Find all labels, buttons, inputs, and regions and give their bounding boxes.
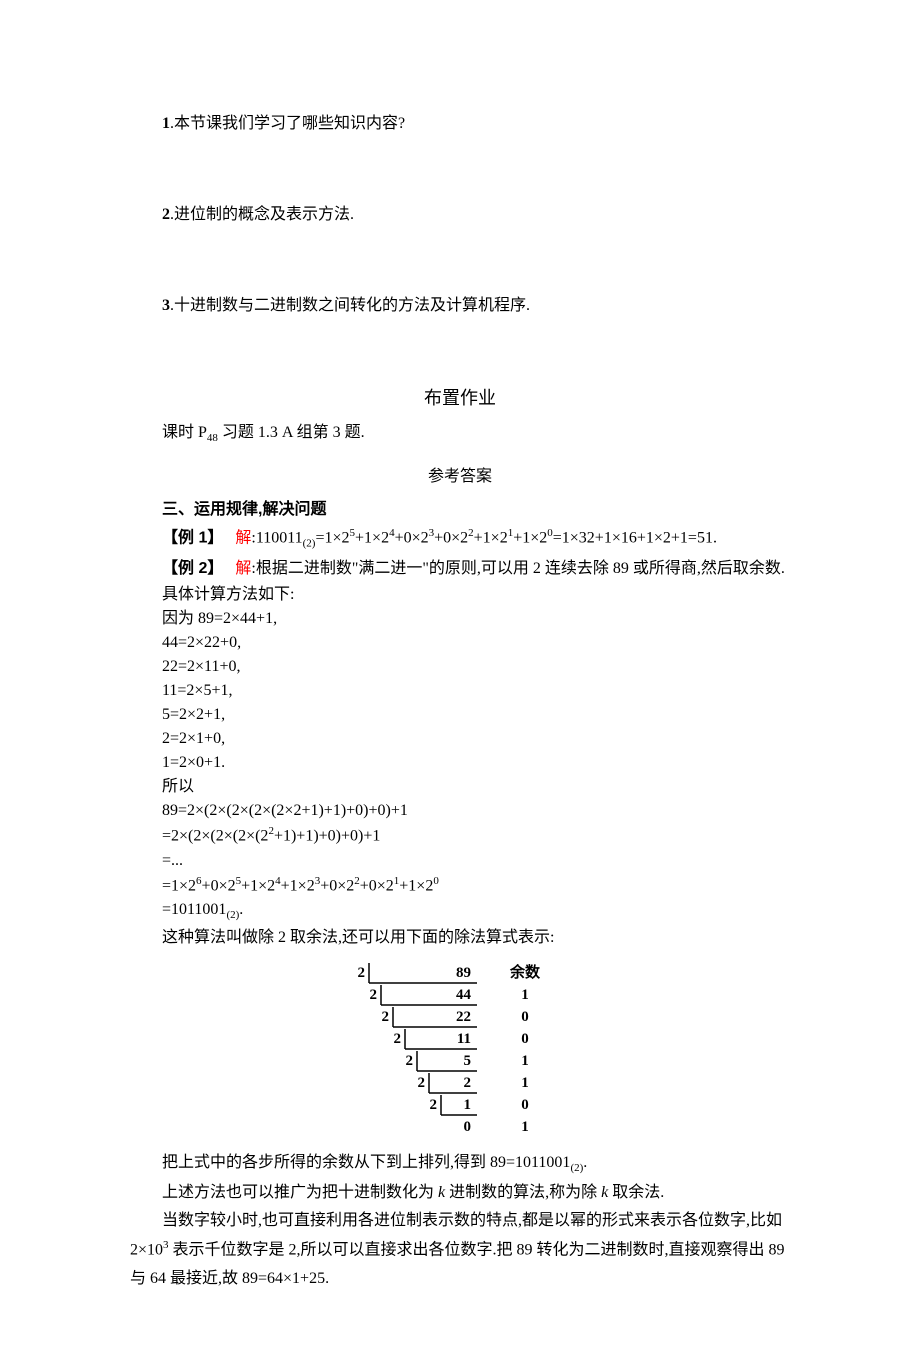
cl3-post: 表示千位数字是 2,所以可以直接求出各位数字.把 89 转化为二进制数时,直接观… bbox=[130, 1242, 785, 1288]
example1-label: 【例 1】 bbox=[162, 530, 223, 547]
result-line-2: =2×(2×(2×(2×(22+1)+1)+0)+0)+1 bbox=[130, 823, 790, 848]
q1-text: .本节课我们学习了哪些知识内容? bbox=[170, 115, 405, 132]
ex1-p3: +1×2 bbox=[355, 530, 389, 547]
homework-text: 课时 P48 习题 1.3 A 组第 3 题. bbox=[130, 419, 790, 449]
rl4-p2: +0×2 bbox=[202, 877, 236, 894]
q1-number: 1 bbox=[162, 115, 170, 132]
division-diagram: 2 89 余数 2 44 1 2 22 0 2 11 0 2 5 1 2 2 1… bbox=[345, 961, 575, 1141]
q3-text: .十进制数与二进制数之间转化的方法及计算机程序. bbox=[170, 297, 530, 314]
rl4-p5: +0×2 bbox=[320, 877, 354, 894]
question-3: 3.十进制数与二进制数之间转化的方法及计算机程序. bbox=[130, 292, 790, 321]
calc-line-6: 1=2×0+1. bbox=[130, 751, 790, 775]
ex1-p7: +1×2 bbox=[513, 530, 547, 547]
div-r1: 1 bbox=[521, 987, 529, 1003]
rl4-s0: 0 bbox=[433, 875, 439, 887]
ex1-p8: =1×32+1×16+1×2+1=51. bbox=[553, 530, 717, 547]
div-d5: 2 bbox=[418, 1075, 426, 1091]
calc-line-1: 44=2×22+0, bbox=[130, 631, 790, 655]
div-d1: 2 bbox=[370, 987, 378, 1003]
q3-number: 3 bbox=[162, 297, 170, 314]
homework-sub: 48 bbox=[207, 432, 218, 444]
cl1-sub: (2) bbox=[570, 1162, 583, 1174]
div-v7: 0 bbox=[464, 1119, 472, 1135]
div-d4: 2 bbox=[406, 1053, 414, 1069]
cl2-post: 取余法. bbox=[608, 1184, 664, 1201]
div-d6: 2 bbox=[430, 1097, 438, 1113]
algo-name: 这种算法叫做除 2 取余法,还可以用下面的除法算式表示: bbox=[130, 924, 790, 953]
div-r6: 0 bbox=[521, 1097, 529, 1113]
div-v5: 2 bbox=[464, 1075, 472, 1091]
rl4-p1: =1×2 bbox=[162, 877, 196, 894]
closing-line-1: 把上式中的各步所得的余数从下到上排列,得到 89=1011001(2). bbox=[130, 1149, 790, 1179]
div-r5: 1 bbox=[521, 1075, 529, 1091]
calc-line-7: 所以 bbox=[130, 775, 790, 799]
calc-line-3: 11=2×5+1, bbox=[130, 679, 790, 703]
rl4-p4: +1×2 bbox=[281, 877, 315, 894]
rl2-pre: =2×(2×(2×(2×(2 bbox=[162, 828, 268, 845]
example2-jie: 解 bbox=[235, 560, 251, 577]
rl4-p7: +1×2 bbox=[399, 877, 433, 894]
rl5-sub: (2) bbox=[226, 909, 239, 921]
cl1-post: . bbox=[583, 1154, 587, 1171]
div-r3: 0 bbox=[521, 1031, 529, 1047]
section3-title: 三、运用规律,解决问题 bbox=[130, 496, 790, 525]
div-r4: 1 bbox=[521, 1053, 529, 1069]
calc-line-5: 2=2×1+0, bbox=[130, 727, 790, 751]
div-r7: 1 bbox=[521, 1119, 529, 1135]
example2-intro: 【例 2】 解:根据二进制数"满二进一"的原则,可以用 2 连续去除 89 或所… bbox=[130, 555, 790, 584]
calc-line-0: 因为 89=2×44+1, bbox=[130, 607, 790, 631]
example-1: 【例 1】 解:110011(2)=1×25+1×24+0×23+0×22+1×… bbox=[130, 524, 790, 554]
calc-line-2: 22=2×11+0, bbox=[130, 655, 790, 679]
div-d2: 2 bbox=[382, 1009, 390, 1025]
answer-heading: 参考答案 bbox=[130, 463, 790, 492]
rl5-pre: =1011001 bbox=[162, 901, 226, 918]
q2-text: .进位制的概念及表示方法. bbox=[170, 206, 354, 223]
result-line-3: =... bbox=[130, 849, 790, 873]
result-line-5: =1011001(2). bbox=[130, 898, 790, 924]
method-label: 具体计算方法如下: bbox=[130, 583, 790, 607]
ex1-p4: +0×2 bbox=[395, 530, 429, 547]
example2-label: 【例 2】 bbox=[162, 560, 223, 577]
cl1-pre: 把上式中的各步所得的余数从下到上排列,得到 89=1011001 bbox=[162, 1154, 570, 1171]
closing-line-3: 当数字较小时,也可直接利用各进位制表示数的特点,都是以幂的形式来表示各位数字,比… bbox=[130, 1207, 790, 1294]
rl2-post: +1)+1)+0)+0)+1 bbox=[274, 828, 380, 845]
homework-prefix: 课时 P bbox=[162, 424, 207, 441]
result-line-4: =1×26+0×25+1×24+1×23+0×22+0×21+1×20 bbox=[130, 873, 790, 898]
div-v0: 89 bbox=[456, 965, 471, 981]
div-v1: 44 bbox=[456, 987, 472, 1003]
homework-suffix: 习题 1.3 A 组第 3 题. bbox=[218, 424, 365, 441]
homework-heading: 布置作业 bbox=[130, 382, 790, 414]
div-v2: 22 bbox=[456, 1009, 471, 1025]
question-2: 2.进位制的概念及表示方法. bbox=[130, 201, 790, 230]
div-v6: 1 bbox=[464, 1097, 472, 1113]
div-v3: 11 bbox=[457, 1031, 471, 1047]
cl2-pre: 上述方法也可以推广为把十进制数化为 bbox=[162, 1184, 438, 1201]
rem-header: 余数 bbox=[509, 963, 541, 981]
ex1-sub1: (2) bbox=[303, 538, 316, 550]
rl4-p3: +1×2 bbox=[241, 877, 275, 894]
calc-line-4: 5=2×2+1, bbox=[130, 703, 790, 727]
div-d3: 2 bbox=[394, 1031, 402, 1047]
ex1-p1: 110011 bbox=[256, 530, 303, 547]
cl2-mid: 进制数的算法,称为除 bbox=[445, 1184, 601, 1201]
ex1-p2: =1×2 bbox=[315, 530, 349, 547]
div-d0: 2 bbox=[358, 965, 366, 981]
question-1: 1.本节课我们学习了哪些知识内容? bbox=[130, 110, 790, 139]
rl4-p6: +0×2 bbox=[360, 877, 394, 894]
example1-jie: 解 bbox=[235, 530, 251, 547]
rl5-post: . bbox=[239, 901, 243, 918]
ex1-p6: +1×2 bbox=[474, 530, 508, 547]
ex1-p5: +0×2 bbox=[434, 530, 468, 547]
q2-number: 2 bbox=[162, 206, 170, 223]
div-v4: 5 bbox=[464, 1053, 472, 1069]
example-2: 【例 2】 解:根据二进制数"满二进一"的原则,可以用 2 连续去除 89 或所… bbox=[130, 555, 790, 953]
div-r2: 0 bbox=[521, 1009, 529, 1025]
example2-intro-text: 根据二进制数"满二进一"的原则,可以用 2 连续去除 89 或所得商,然后取余数… bbox=[256, 560, 785, 577]
result-line-1: 89=2×(2×(2×(2×(2×2+1)+1)+0)+0)+1 bbox=[130, 799, 790, 823]
closing-line-2: 上述方法也可以推广为把十进制数化为 k 进制数的算法,称为除 k 取余法. bbox=[130, 1179, 790, 1208]
